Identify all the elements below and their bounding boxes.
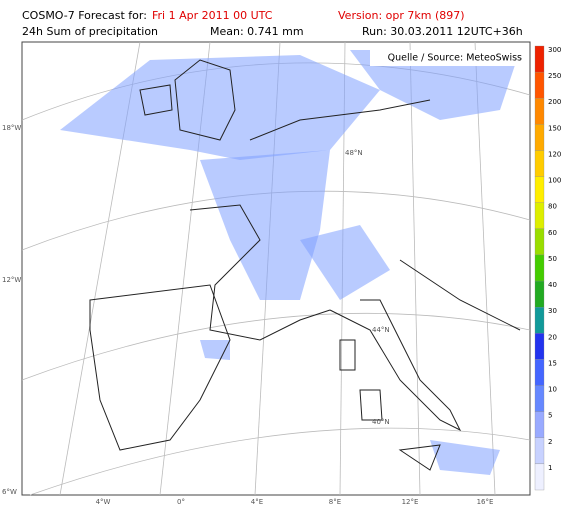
colorbar-label: 120	[548, 150, 561, 158]
colorbar-box	[534, 437, 545, 465]
colorbar-label: 20	[548, 333, 557, 341]
colorbar-box	[534, 202, 545, 229]
colorbar-label: 80	[548, 203, 557, 211]
source-box	[370, 50, 525, 66]
colorbar-label: 1	[548, 464, 552, 472]
lat-label: 6°W	[2, 488, 17, 496]
map: Quelle / Source: MeteoSwiss	[21, 41, 531, 496]
precipitation	[60, 50, 520, 475]
lat-label-inner: 40°N	[372, 418, 390, 426]
colorbar-label: 2	[548, 438, 552, 446]
colorbar-box	[534, 385, 545, 412]
colorbar-label: 100	[548, 177, 561, 185]
colorbar-label: 250	[548, 72, 561, 80]
colorbar-label: 40	[548, 281, 557, 289]
colorbar-box	[534, 45, 545, 73]
colorbar-label: 30	[548, 307, 557, 315]
lat-label: 18°W	[2, 124, 21, 132]
colorbar-box	[534, 71, 545, 99]
colorbar-label: 60	[548, 229, 557, 237]
colorbar-box	[534, 254, 545, 282]
colorbar-box	[534, 307, 545, 334]
colorbar-box	[534, 333, 545, 360]
colorbar-label: 15	[548, 359, 557, 367]
colorbar-label: 50	[548, 255, 557, 263]
colorbar-box	[534, 124, 545, 151]
lat-label-inner: 48°N	[345, 149, 363, 157]
colorbar-box	[534, 280, 545, 308]
colorbar-label: 300	[548, 46, 561, 54]
colorbar-label: 5	[548, 412, 552, 420]
colorbar-box	[534, 150, 545, 177]
colorbar-box	[534, 228, 545, 256]
lon-label: 12°E	[402, 498, 419, 506]
coastlines	[89, 59, 521, 471]
run: Run: 30.03.2011 12UTC+36h	[362, 25, 523, 38]
colorbar-box	[534, 411, 545, 438]
lat-label: 12°W	[2, 276, 21, 284]
lon-label: 4°E	[251, 498, 263, 506]
mean: Mean: 0.741 mm	[210, 25, 304, 38]
colorbar-box	[534, 98, 545, 125]
source: Quelle / Source: MeteoSwiss	[388, 53, 522, 64]
colorbar-box	[534, 463, 545, 491]
colorbar-label: 10	[548, 386, 557, 394]
version: Version: opr 7km (897)	[338, 9, 465, 22]
valid-time: Fri 1 Apr 2011 00 UTC	[152, 9, 273, 22]
colorbar-box	[534, 359, 545, 386]
field: 24h Sum of precipitation	[22, 25, 158, 38]
colorbar-label: 200	[548, 98, 561, 106]
product: COSMO-7 Forecast for:	[22, 9, 147, 22]
colorbar-label: 150	[548, 124, 561, 132]
lon-label: 0°	[177, 498, 185, 506]
colorbar-box	[534, 176, 545, 203]
lon-label: 16°E	[477, 498, 494, 506]
lon-label: 4°W	[96, 498, 111, 506]
lat-label-inner: 44°N	[372, 326, 390, 334]
lon-label: 8°E	[329, 498, 341, 506]
